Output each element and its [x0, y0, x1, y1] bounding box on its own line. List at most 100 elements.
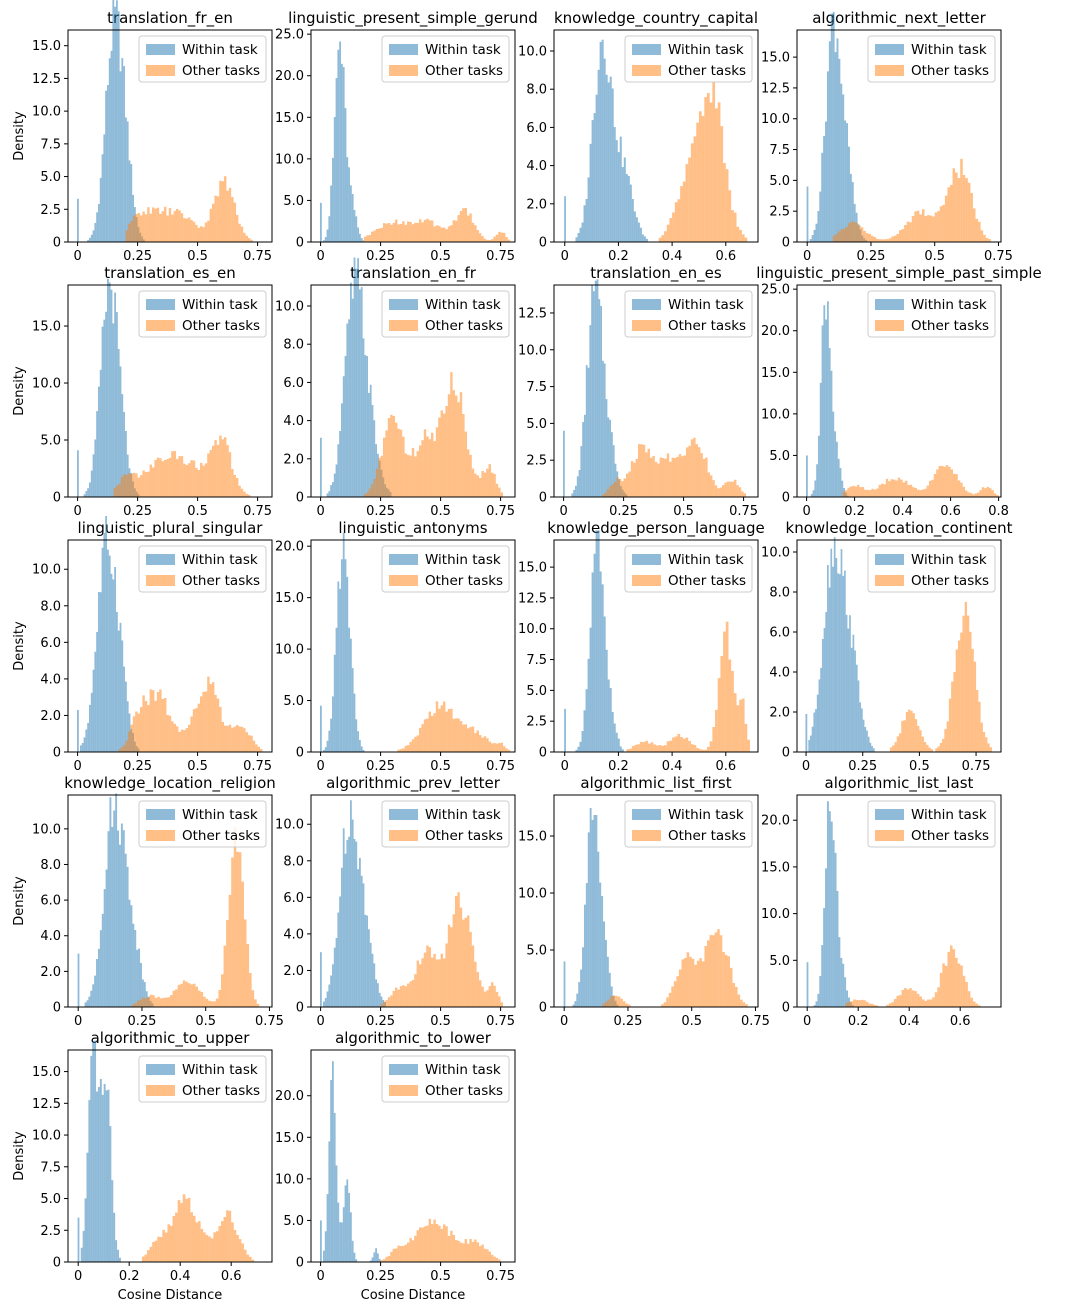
within-task-bar [90, 234, 93, 242]
y-tick-label: 5.0 [40, 170, 61, 185]
other-tasks-bar [974, 493, 977, 497]
y-tick-label: 2.0 [283, 964, 304, 979]
subplot-title: linguistic_present_simple_gerund [288, 9, 538, 28]
within-task-bar [623, 157, 626, 242]
within-task-bar [116, 611, 118, 752]
other-tasks-bar [921, 209, 925, 242]
other-tasks-bar [951, 681, 954, 752]
other-tasks-bar [849, 486, 853, 497]
other-tasks-bar [726, 481, 730, 497]
y-tick-label: 5.0 [526, 684, 547, 699]
other-tasks-bar [136, 1000, 140, 1007]
other-tasks-bar [845, 1002, 848, 1007]
legend-label-other: Other tasks [182, 63, 260, 79]
other-tasks-bar [899, 733, 902, 752]
subplot-translation_en_fr: translation_en_fr0 0.25 0.5 0.7502.04.06.08… [275, 257, 516, 519]
other-tasks-bar [407, 221, 410, 242]
within-task-bar [371, 405, 374, 497]
other-tasks-bar [902, 482, 905, 497]
other-tasks-bar [238, 852, 242, 1007]
other-tasks-bar [450, 225, 453, 242]
legend-swatch-other [389, 575, 418, 586]
legend-swatch-other [389, 830, 418, 841]
other-tasks-bar [977, 492, 980, 497]
other-tasks-bar [166, 215, 169, 242]
other-tasks-bar [399, 749, 403, 752]
other-tasks-bar [135, 711, 138, 752]
other-tasks-bar [200, 696, 203, 752]
other-tasks-bar [607, 999, 611, 1007]
other-tasks-bar [859, 487, 862, 497]
other-tasks-bar [144, 701, 148, 752]
other-tasks-bar [483, 472, 487, 497]
plot-frame [310, 1049, 516, 1263]
other-tasks-bar [923, 742, 927, 752]
other-tasks-bar [873, 237, 877, 242]
other-tasks-bar [912, 487, 915, 497]
other-tasks-bar [944, 729, 947, 752]
within-task-bar [366, 915, 368, 1007]
within-task-bar [589, 627, 592, 752]
within-task-bar [846, 990, 848, 1007]
other-tasks-bar [723, 631, 726, 752]
other-tasks-bar [402, 1245, 405, 1262]
other-tasks-bar [886, 239, 889, 242]
within-task-bar [101, 326, 104, 497]
other-tasks-bar [693, 136, 697, 242]
other-tasks-bar [739, 229, 742, 242]
within-task-bar [119, 622, 122, 752]
other-tasks-bar [409, 1238, 412, 1262]
within-task-bar [603, 58, 606, 242]
within-task-spike-bar [806, 455, 808, 497]
within-task-bar [595, 815, 598, 1007]
other-tasks-bar [147, 997, 150, 1007]
x-tick-label: 0.5 [430, 1269, 451, 1284]
other-tasks-bar [978, 1005, 981, 1007]
within-task-bar [99, 1078, 102, 1262]
other-tasks-bar [457, 1240, 460, 1262]
legend-label-other: Other tasks [911, 828, 989, 844]
legend-label-other: Other tasks [425, 573, 503, 589]
within-task-bar [114, 566, 116, 752]
other-tasks-bar [885, 478, 889, 497]
within-task-bar [573, 489, 575, 497]
other-tasks-bar [188, 463, 191, 497]
within-task-bar [571, 493, 574, 497]
other-tasks-bar [140, 215, 143, 242]
within-task-bar [87, 488, 89, 497]
within-task-bar [344, 108, 347, 242]
other-tasks-bar [876, 238, 879, 242]
other-tasks-bar [212, 445, 215, 497]
other-tasks-bar [419, 445, 422, 497]
other-tasks-bar [395, 1248, 398, 1262]
within-task-bar [360, 875, 363, 1007]
other-tasks-bar [205, 998, 209, 1007]
other-tasks-bar [917, 725, 920, 752]
other-tasks-bar [837, 231, 841, 242]
other-tasks-bar [842, 228, 846, 242]
within-task-spike-bar [77, 1217, 80, 1262]
other-tasks-bar [696, 960, 700, 1007]
other-tasks-bar [409, 221, 412, 242]
subplot-title: knowledge_country_capital [554, 9, 758, 28]
other-tasks-bar [156, 692, 160, 752]
other-tasks-bar [965, 981, 968, 1007]
other-tasks-bar [479, 233, 482, 242]
other-tasks-bar [168, 715, 172, 752]
other-tasks-bar [172, 1216, 176, 1262]
other-tasks-bar [863, 230, 866, 242]
other-tasks-bar [380, 1260, 383, 1262]
within-task-bar [844, 570, 846, 752]
other-tasks-bar [433, 1219, 436, 1262]
within-task-bar [846, 123, 848, 242]
other-tasks-bar [411, 447, 415, 497]
other-tasks-bar [893, 235, 897, 242]
within-task-bar [97, 948, 100, 1007]
other-tasks-bar [642, 444, 646, 497]
within-task-bar [852, 634, 855, 752]
other-tasks-bar [960, 158, 963, 242]
within-task-bar [603, 363, 606, 497]
other-tasks-bar [682, 181, 686, 242]
within-task-bar [600, 305, 602, 497]
